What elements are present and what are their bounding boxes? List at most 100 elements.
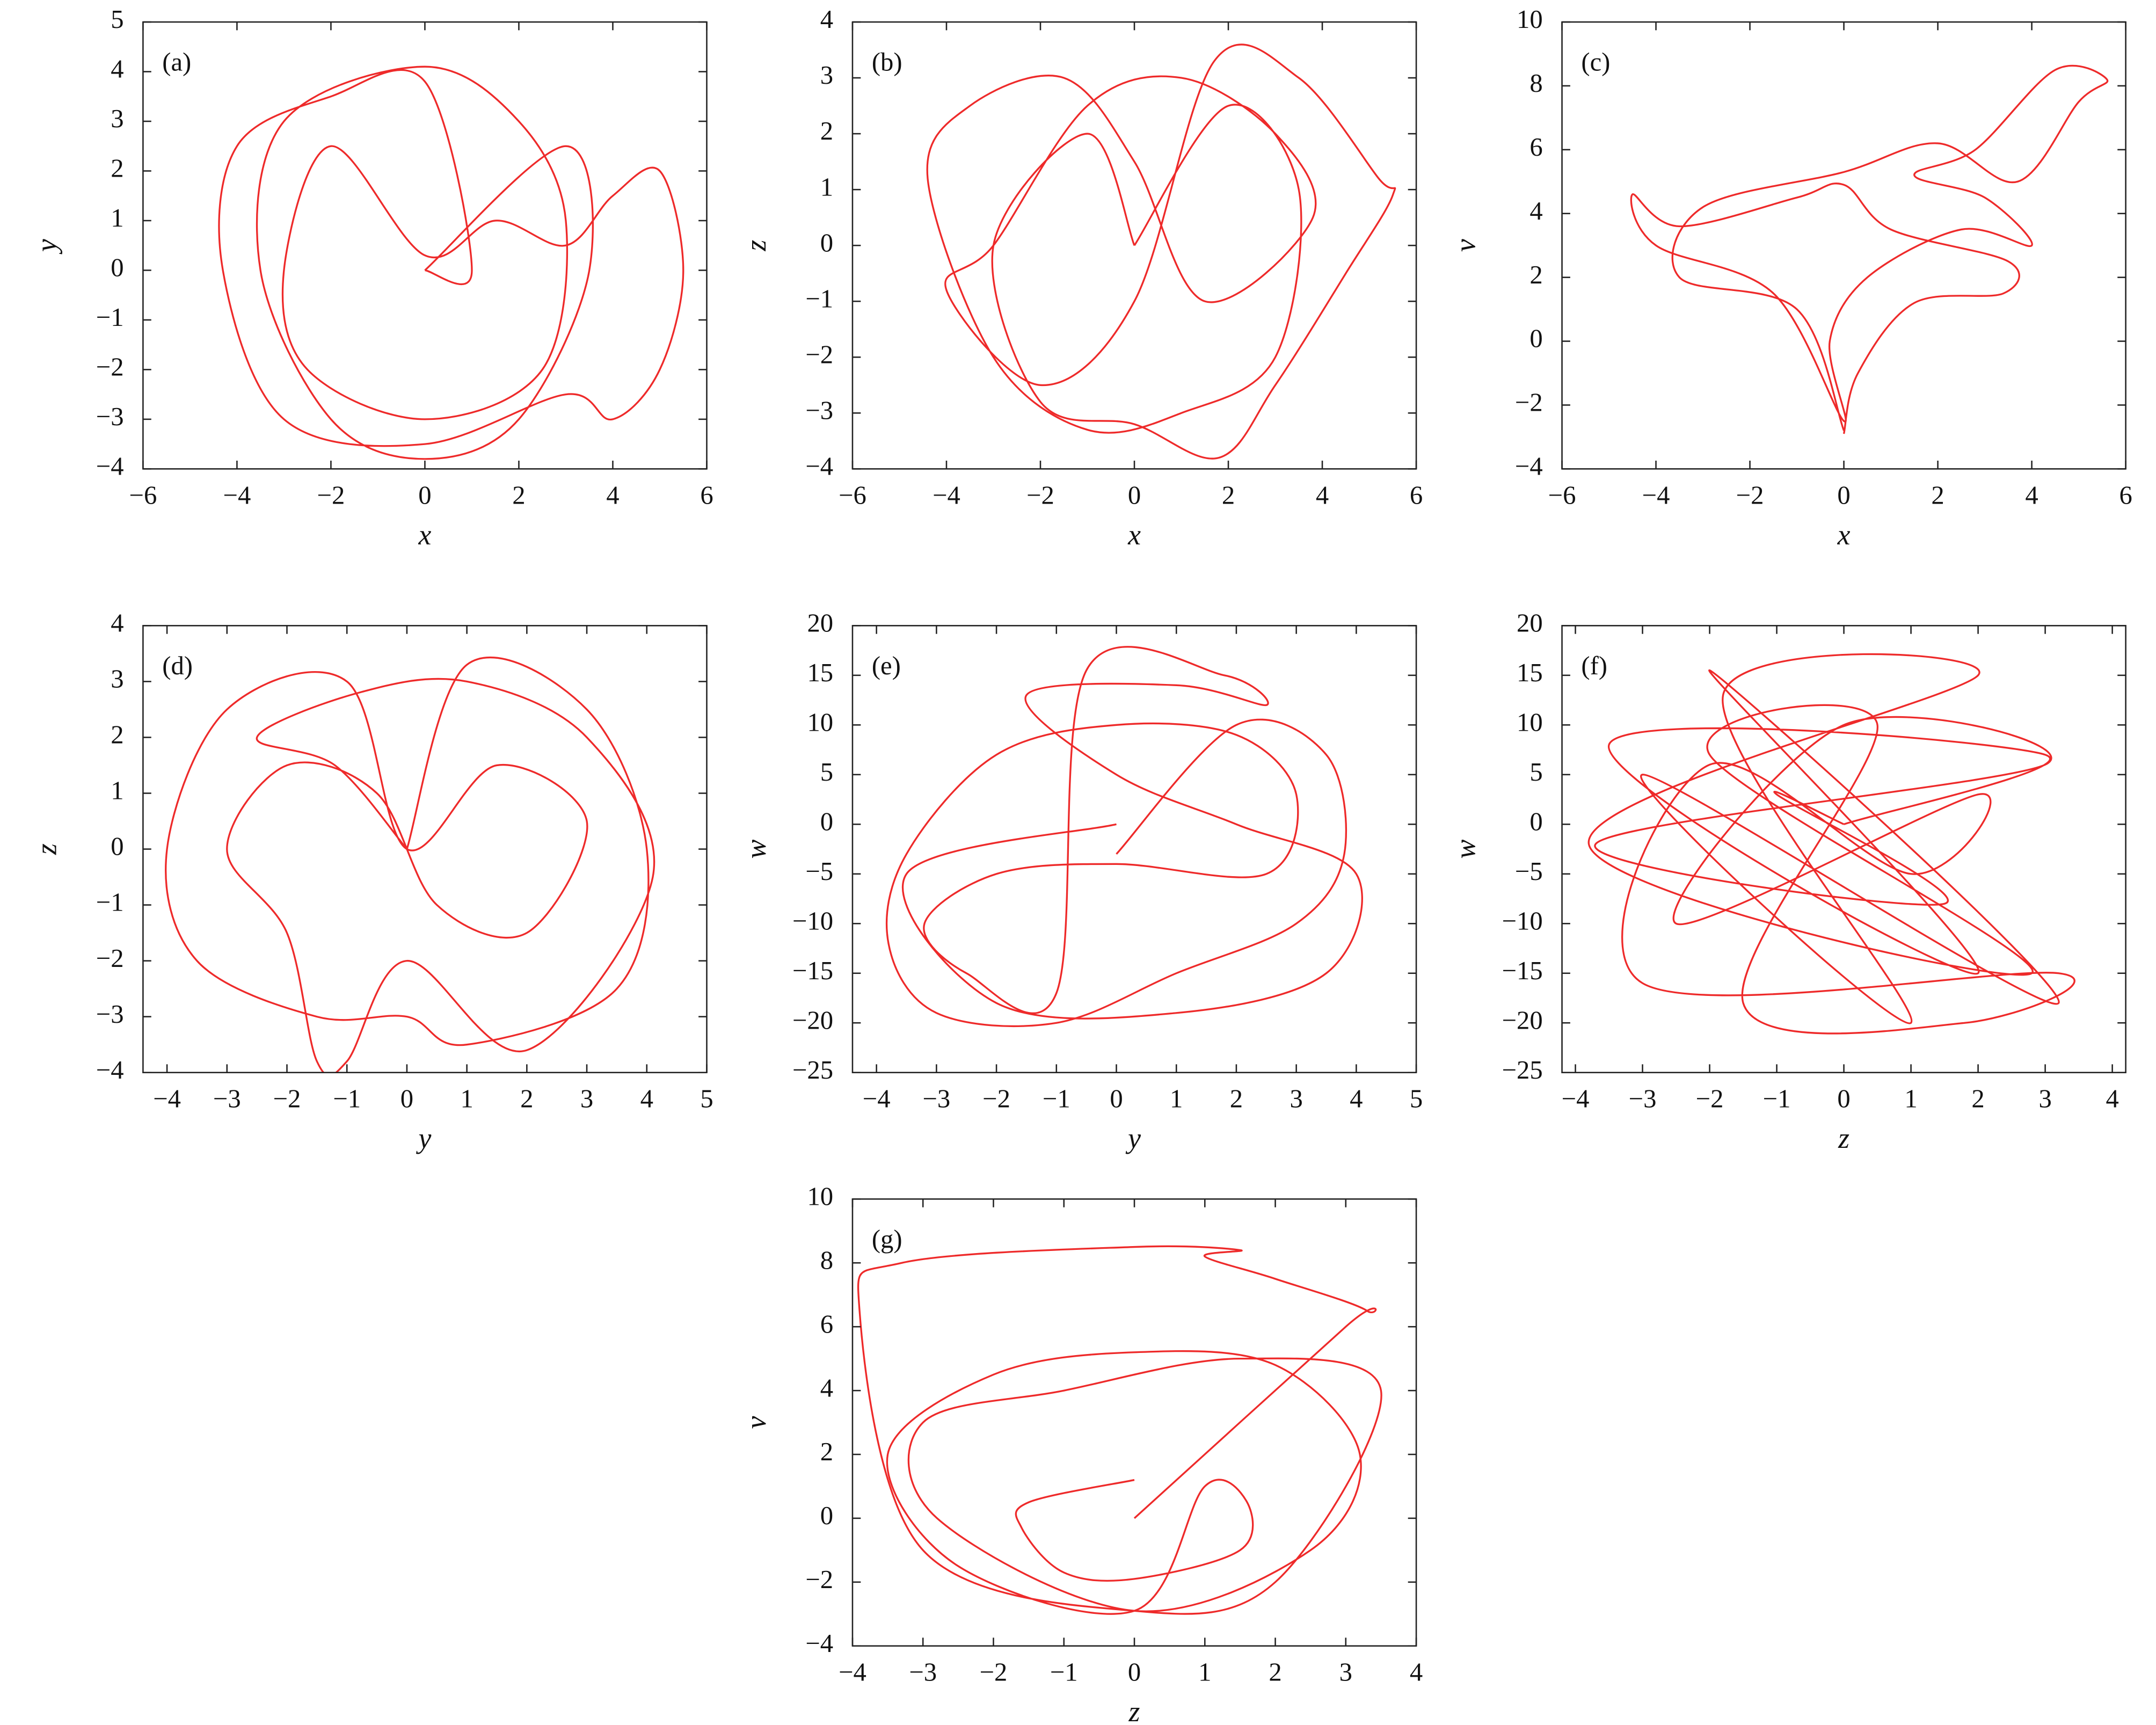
x-tick-label: 0 (1128, 1658, 1141, 1687)
trajectory (218, 65, 684, 460)
x-tick-label: −4 (1562, 1085, 1590, 1113)
y-tick-label: −25 (1502, 1056, 1543, 1085)
y-axis-label: v (740, 1416, 772, 1429)
x-tick-label: 3 (2038, 1085, 2051, 1113)
y-tick-label: −3 (805, 396, 833, 425)
plot-area (926, 43, 1396, 460)
x-tick-label: 0 (1110, 1085, 1123, 1113)
x-tick-label: 0 (1837, 481, 1850, 510)
y-axis-label: w (1450, 839, 1482, 858)
panel-label: (a) (162, 48, 191, 77)
y-tick-label: 20 (807, 609, 833, 638)
x-tick-label: 1 (1904, 1085, 1917, 1113)
x-axis-label: z (1838, 1122, 1849, 1154)
y-tick-label: 15 (1517, 658, 1543, 687)
y-tick-label: −10 (792, 906, 833, 935)
x-tick-label: 5 (1410, 1085, 1423, 1113)
y-tick-label: −1 (805, 284, 833, 313)
y-tick-label: −4 (1515, 452, 1543, 481)
y-tick-label: 5 (111, 5, 123, 34)
x-tick-label: 3 (580, 1085, 593, 1113)
x-axis-label: y (416, 1122, 432, 1154)
y-tick-label: −1 (96, 888, 124, 917)
x-tick-label: 2 (1230, 1085, 1243, 1113)
panel-label: (d) (162, 651, 193, 680)
x-tick-label: −3 (922, 1085, 950, 1113)
x-tick-label: 3 (1290, 1085, 1302, 1113)
y-tick-label: 10 (807, 1182, 833, 1211)
panel-label: (f) (1581, 651, 1607, 680)
y-tick-label: 10 (1517, 708, 1543, 737)
y-tick-label: 4 (111, 55, 123, 84)
panel: −4 −3 −2 −1 0 1 2 3 4 5−25−20−15−10−505101520(e)y… (740, 609, 1423, 1155)
x-tick-label: −2 (317, 481, 345, 510)
y-tick-label: −3 (96, 1000, 124, 1029)
y-tick-label: −4 (96, 1056, 124, 1085)
x-tick-label: 4 (640, 1085, 653, 1113)
panel: −4 −3 −2 −1 0 1 2 3 4 −4 −2 0 2 4 6 8 10 (g) z v (740, 1182, 1423, 1725)
x-axis-label: y (1125, 1122, 1141, 1154)
y-tick-label: 2 (820, 117, 833, 145)
x-tick-label: 0 (1128, 481, 1141, 510)
y-tick-label: 0 (111, 253, 123, 282)
x-tick-label: 1 (1170, 1085, 1183, 1113)
x-axis-label: x (1127, 519, 1141, 551)
y-tick-label: 20 (1517, 609, 1543, 638)
y-tick-label: 1 (111, 776, 123, 805)
y-tick-label: −2 (805, 1565, 833, 1594)
y-axis-label: y (31, 239, 63, 254)
y-tick-label: 0 (820, 1501, 833, 1530)
x-tick-label: −6 (839, 481, 866, 510)
y-tick-label: 10 (1517, 5, 1543, 34)
x-tick-label: 1 (460, 1085, 473, 1113)
x-tick-label: 0 (400, 1085, 413, 1113)
plot-area (1630, 64, 2109, 434)
axes-frame (851, 625, 1417, 1074)
axes-frame (1561, 21, 2126, 470)
x-tick-label: −3 (1629, 1085, 1657, 1113)
x-axis-label: z (1128, 1695, 1140, 1725)
x-tick-label: −3 (909, 1658, 937, 1687)
x-tick-label: 6 (1410, 481, 1423, 510)
y-tick-label: −25 (792, 1056, 833, 1085)
y-tick-label: −4 (805, 452, 833, 481)
trajectory (885, 646, 1363, 1028)
trajectory (857, 1245, 1382, 1615)
y-tick-label: 0 (111, 832, 123, 861)
y-tick-label: −3 (96, 402, 124, 431)
x-tick-label: −2 (982, 1085, 1010, 1113)
y-tick-label: 0 (1529, 807, 1542, 836)
panel-label: (b) (872, 48, 902, 77)
y-tick-label: −2 (1515, 388, 1543, 417)
y-tick-label: 0 (1529, 324, 1542, 353)
y-tick-label: 2 (1529, 260, 1542, 289)
y-tick-label: 4 (820, 5, 833, 34)
x-tick-label: −4 (1642, 481, 1670, 510)
y-tick-label: −15 (1502, 956, 1543, 985)
plot-area (857, 1245, 1382, 1615)
y-tick-label: 3 (111, 665, 123, 694)
y-tick-label: 6 (1529, 133, 1542, 162)
x-tick-label: −2 (273, 1085, 301, 1113)
x-tick-label: −2 (980, 1658, 1008, 1687)
trajectory (165, 656, 655, 1073)
panel-label: (c) (1581, 48, 1610, 77)
x-tick-label: −6 (1548, 481, 1576, 510)
x-axis-label: x (1837, 519, 1851, 551)
y-tick-label: 5 (1529, 758, 1542, 787)
y-tick-label: 0 (820, 228, 833, 257)
y-tick-label: −4 (805, 1629, 833, 1658)
y-tick-label: 8 (1529, 69, 1542, 98)
y-tick-label: −5 (805, 857, 833, 886)
x-tick-label: −3 (213, 1085, 241, 1113)
x-tick-label: 2 (1269, 1658, 1281, 1687)
y-axis-label: z (740, 240, 772, 252)
x-tick-label: −6 (129, 481, 157, 510)
y-tick-label: 1 (820, 172, 833, 201)
x-tick-label: −4 (933, 481, 960, 510)
x-tick-label: 1 (1198, 1658, 1211, 1687)
y-axis-label: w (740, 839, 772, 858)
plot-area (1587, 653, 2075, 1035)
